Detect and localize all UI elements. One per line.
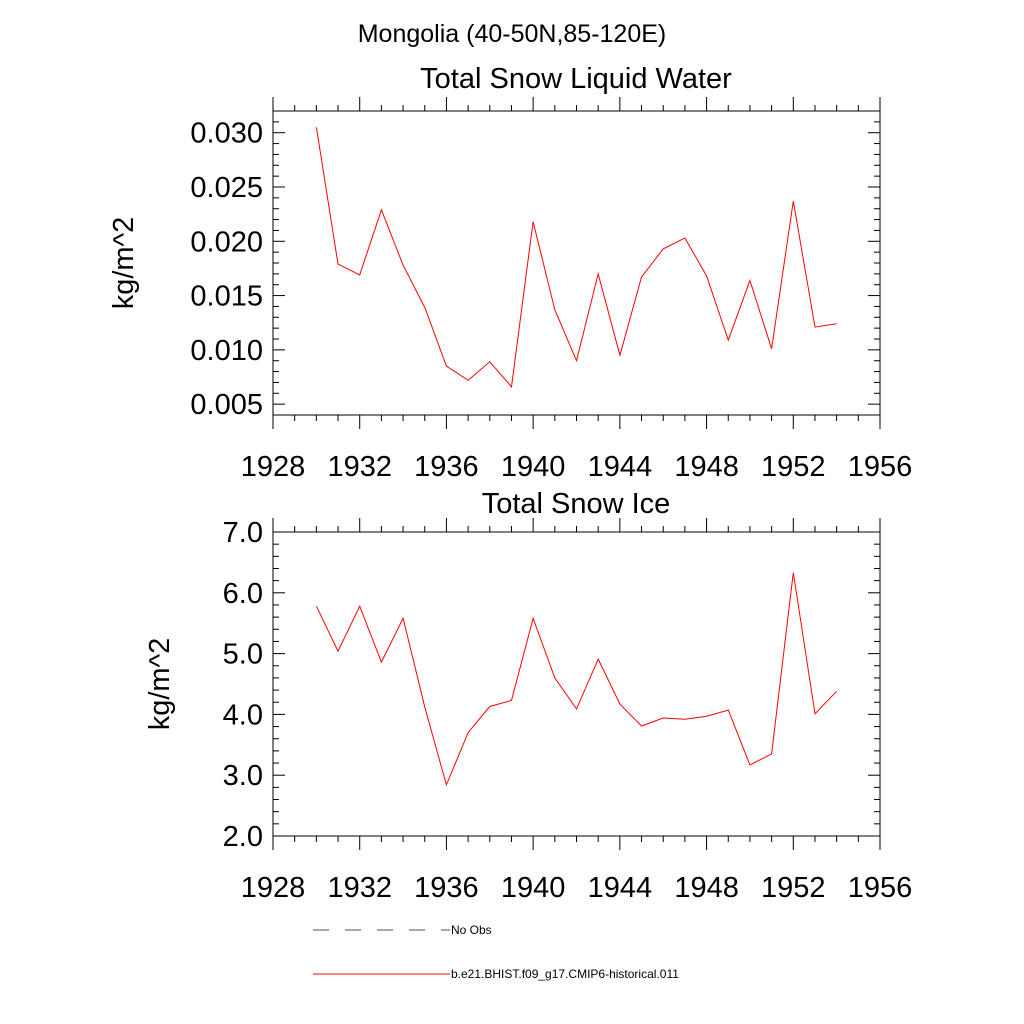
y-tick-label: 0.025 <box>190 172 263 204</box>
x-tick-label: 1952 <box>761 872 826 904</box>
y-tick-label: 0.030 <box>190 118 263 150</box>
y-tick-label: 6.0 <box>223 578 263 610</box>
x-tick-label: 1932 <box>327 872 392 904</box>
y-tick-label: 2.0 <box>223 821 263 853</box>
x-tick-label: 1936 <box>414 451 479 483</box>
x-tick-label: 1940 <box>501 451 566 483</box>
x-tick-label: 1948 <box>674 872 739 904</box>
x-tick-label: 1956 <box>848 872 913 904</box>
panel-1-title: Total Snow Liquid Water <box>420 63 732 95</box>
y-tick-label: 0.010 <box>190 335 263 367</box>
legend: No Obs b.e21.BHIST.f09_g17.CMIP6-histori… <box>313 923 679 981</box>
x-tick-label: 1948 <box>674 451 739 483</box>
x-tick-label: 1944 <box>588 451 653 483</box>
y-tick-label: 4.0 <box>223 699 263 731</box>
y-tick-label: 0.005 <box>190 389 263 421</box>
panel-2-ylabel: kg/m^2 <box>144 638 176 731</box>
y-tick-label: 3.0 <box>223 760 263 792</box>
panel-snow-ice: Total Snow Ice kg/m^2 1928 1932 1936 1940 19… <box>144 488 912 904</box>
x-tick-label: 1952 <box>761 451 826 483</box>
legend-no-obs-label: No Obs <box>451 923 492 937</box>
panel-snow-liquid-water: Total Snow Liquid Water kg/m^2 1928 1932 1… <box>108 63 912 483</box>
x-tick-label: 1936 <box>414 872 479 904</box>
y-tick-label: 0.020 <box>190 226 263 258</box>
x-tick-label: 1956 <box>848 451 913 483</box>
y-tick-label: 0.015 <box>190 281 263 313</box>
series-line <box>315 572 837 787</box>
series-line <box>315 127 837 388</box>
x-tick-label: 1940 <box>501 872 566 904</box>
y-tick-label: 7.0 <box>223 517 263 549</box>
y-tick-label: 5.0 <box>223 639 263 671</box>
x-tick-label: 1928 <box>241 872 306 904</box>
x-tick-label: 1932 <box>327 451 392 483</box>
legend-model-label: b.e21.BHIST.f09_g17.CMIP6-historical.011 <box>451 967 679 981</box>
x-tick-label: 1928 <box>241 451 306 483</box>
panel-2-title: Total Snow Ice <box>482 488 671 520</box>
x-tick-label: 1944 <box>588 872 653 904</box>
panel-1-ylabel: kg/m^2 <box>108 217 140 310</box>
figure-title: Mongolia (40-50N,85-120E) <box>358 20 667 48</box>
plot-frame <box>272 531 881 837</box>
